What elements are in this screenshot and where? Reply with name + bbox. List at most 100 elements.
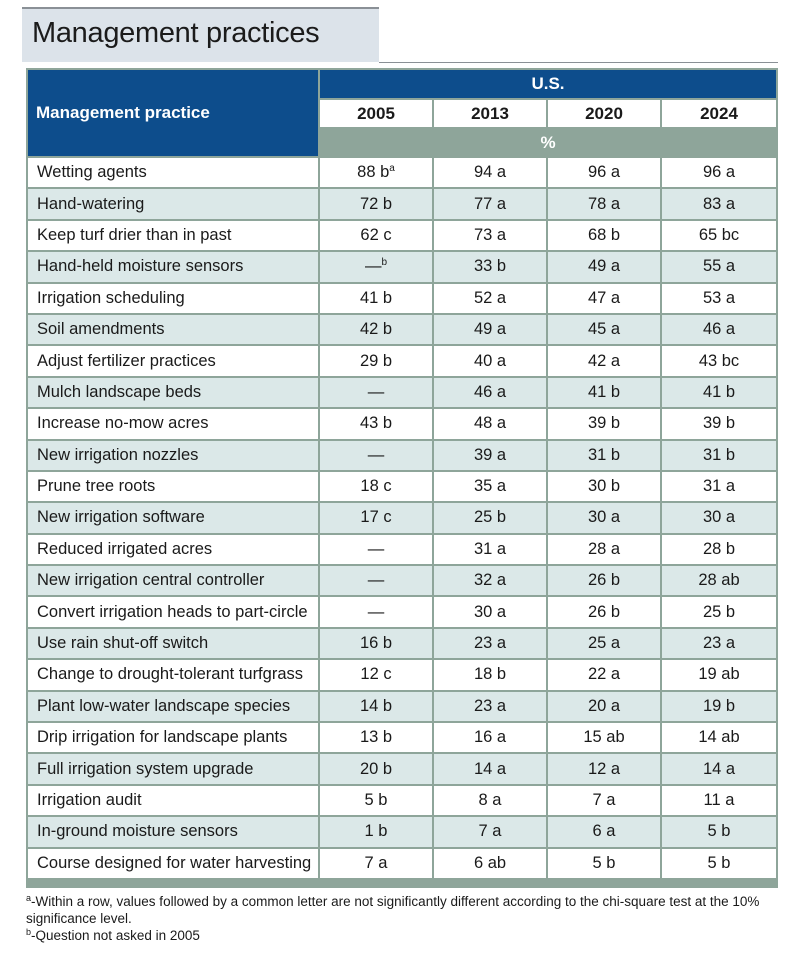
table-row: Convert irrigation heads to part-circle —… xyxy=(28,597,776,626)
year-header: 2024 xyxy=(662,100,776,127)
table-row: Adjust fertilizer practices 29 b 40 a 42 a 4… xyxy=(28,346,776,375)
value-text: 22 a xyxy=(588,665,620,683)
value-cell: 77 a xyxy=(434,189,546,218)
practice-label: Mulch landscape beds xyxy=(28,378,318,407)
footnotes: a-Within a row, values followed by a com… xyxy=(26,893,778,944)
value-text: 7 a xyxy=(479,822,502,840)
value-text: 78 a xyxy=(588,195,620,213)
value-cell: 45 a xyxy=(548,315,660,344)
value-text: 23 a xyxy=(474,634,506,652)
year-header: 2013 xyxy=(434,100,546,127)
value-text: 30 a xyxy=(474,603,506,621)
value-cell: 25 b xyxy=(434,503,546,532)
value-cell: 52 a xyxy=(434,284,546,313)
table-row: Reduced irrigated acres — 31 a 28 a 28 b xyxy=(28,535,776,564)
value-text: 30 a xyxy=(703,508,735,526)
value-cell: 68 b xyxy=(548,221,660,250)
year-header: 2020 xyxy=(548,100,660,127)
value-text: 46 a xyxy=(703,320,735,338)
value-text: 12 c xyxy=(360,665,391,683)
practice-label: Plant low-water landscape species xyxy=(28,692,318,721)
value-cell: 41 b xyxy=(662,378,776,407)
value-cell: 47 a xyxy=(548,284,660,313)
value-cell: 43 bc xyxy=(662,346,776,375)
table-row: Soil amendments 42 b 49 a 45 a 46 a xyxy=(28,315,776,344)
table-row: Full irrigation system upgrade 20 b 14 a 12… xyxy=(28,754,776,783)
value-text: 6 a xyxy=(593,822,616,840)
value-text: 28 ab xyxy=(698,571,739,589)
value-cell: 23 a xyxy=(434,629,546,658)
value-text: — xyxy=(368,603,385,621)
value-cell: 15 ab xyxy=(548,723,660,752)
value-text: 77 a xyxy=(474,195,506,213)
value-text: 18 c xyxy=(360,477,391,495)
value-cell: 20 a xyxy=(548,692,660,721)
value-text: 39 b xyxy=(588,414,620,432)
practices-table: Management practice U.S. 2005 2013 2020 … xyxy=(26,68,778,880)
value-cell: 94 a xyxy=(434,158,546,187)
value-cell: 5 b xyxy=(662,849,776,878)
value-cell: 30 b xyxy=(548,472,660,501)
title-box: Management practices xyxy=(22,7,379,62)
value-text: 17 c xyxy=(360,508,391,526)
value-cell: 28 ab xyxy=(662,566,776,595)
value-text: 52 a xyxy=(474,289,506,307)
value-cell: 49 a xyxy=(434,315,546,344)
value-text: 30 a xyxy=(588,508,620,526)
value-cell: — xyxy=(320,378,432,407)
value-text: 29 b xyxy=(360,352,392,370)
practice-label: Prune tree roots xyxy=(28,472,318,501)
value-cell: 78 a xyxy=(548,189,660,218)
practice-label: Keep turf drier than in past xyxy=(28,221,318,250)
table-row: Hand-watering 72 b 77 a 78 a 83 a xyxy=(28,189,776,218)
value-cell: 31 a xyxy=(662,472,776,501)
table-row: Irrigation scheduling 41 b 52 a 47 a 53 a xyxy=(28,284,776,313)
value-cell: 48 a xyxy=(434,409,546,438)
value-text: 19 ab xyxy=(698,665,739,683)
table-row: Change to drought-tolerant turfgrass 12 c… xyxy=(28,660,776,689)
footnote-b: b-Question not asked in 2005 xyxy=(26,927,778,944)
practice-label: Full irrigation system upgrade xyxy=(28,754,318,783)
value-cell: 6 ab xyxy=(434,849,546,878)
table-row: New irrigation software 17 c 25 b 30 a 30 a xyxy=(28,503,776,532)
value-cell: 18 c xyxy=(320,472,432,501)
table-row: Mulch landscape beds — 46 a 41 b 41 b xyxy=(28,378,776,407)
table-row: Wetting agents 88 ba 94 a 96 a 96 a xyxy=(28,158,776,187)
practice-label: Irrigation scheduling xyxy=(28,284,318,313)
value-text: 40 a xyxy=(474,352,506,370)
value-cell: 5 b xyxy=(662,817,776,846)
value-cell: 30 a xyxy=(662,503,776,532)
value-cell: 14 ab xyxy=(662,723,776,752)
value-text: 42 a xyxy=(588,352,620,370)
value-text: 18 b xyxy=(474,665,506,683)
practice-label: Wetting agents xyxy=(28,158,318,187)
value-cell: 62 c xyxy=(320,221,432,250)
value-cell: 20 b xyxy=(320,754,432,783)
practice-label: Use rain shut-off switch xyxy=(28,629,318,658)
value-cell: 41 b xyxy=(548,378,660,407)
value-text: — xyxy=(368,571,385,589)
table-row: Keep turf drier than in past 62 c 73 a 68 b… xyxy=(28,221,776,250)
value-cell: 7 a xyxy=(320,849,432,878)
value-text: 23 a xyxy=(474,697,506,715)
value-cell: 42 b xyxy=(320,315,432,344)
value-text: 46 a xyxy=(474,383,506,401)
value-cell: 72 b xyxy=(320,189,432,218)
value-cell: 23 a xyxy=(434,692,546,721)
value-cell: 31 b xyxy=(548,441,660,470)
value-text: 31 a xyxy=(703,477,735,495)
value-cell: 88 ba xyxy=(320,158,432,187)
value-cell: — xyxy=(320,441,432,470)
practice-label: Soil amendments xyxy=(28,315,318,344)
value-text: 19 b xyxy=(703,697,735,715)
value-cell: 18 b xyxy=(434,660,546,689)
table-row: Increase no-mow acres 43 b 48 a 39 b 39 b xyxy=(28,409,776,438)
value-text: 31 b xyxy=(588,446,620,464)
value-text: 43 bc xyxy=(699,352,739,370)
value-text: 42 b xyxy=(360,320,392,338)
value-text: 7 a xyxy=(365,854,388,872)
row-header: Management practice xyxy=(28,70,318,156)
value-text: 25 b xyxy=(474,508,506,526)
value-cell: 55 a xyxy=(662,252,776,281)
value-cell: 46 a xyxy=(434,378,546,407)
